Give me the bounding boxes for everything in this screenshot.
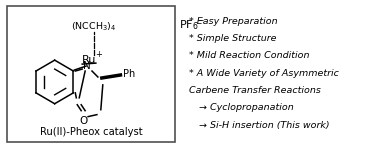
Text: O: O [79,116,87,126]
Text: PF$_6$$^{-}$: PF$_6$$^{-}$ [179,19,206,32]
Text: (NCCH$_3$)$_4$: (NCCH$_3$)$_4$ [71,21,116,33]
Text: * Mild Reaction Condition: * Mild Reaction Condition [189,51,310,60]
Text: Ru: Ru [82,55,96,65]
Text: * Simple Structure: * Simple Structure [189,34,277,43]
Text: * A Wide Variety of Asymmetric: * A Wide Variety of Asymmetric [189,69,339,78]
Text: +: + [95,50,102,59]
Text: → Cyclopropanation: → Cyclopropanation [199,103,294,112]
Text: → Si-H insertion (This work): → Si-H insertion (This work) [199,121,330,130]
Text: Carbene Transfer Reactions: Carbene Transfer Reactions [189,86,321,95]
Text: N: N [83,61,91,71]
Text: Ph: Ph [123,69,136,79]
Text: Ru(II)-Pheox catalyst: Ru(II)-Pheox catalyst [40,127,142,137]
FancyBboxPatch shape [6,6,175,142]
Text: * Easy Preparation: * Easy Preparation [189,17,278,26]
